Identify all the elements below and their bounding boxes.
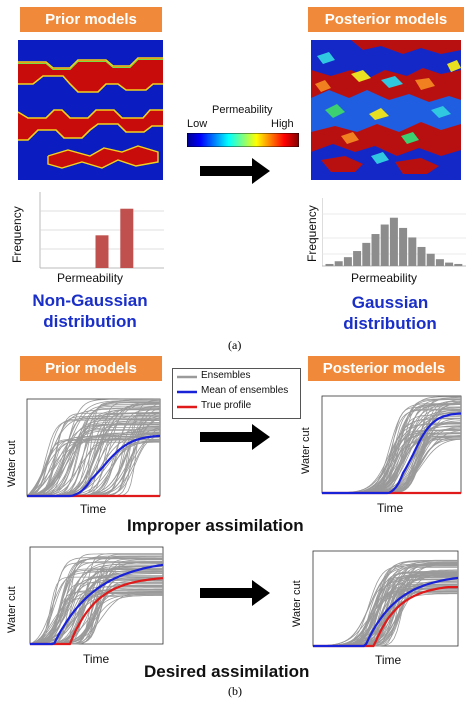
post-hist-bar	[334, 261, 343, 266]
prior-channel-1	[18, 40, 163, 68]
prior-models-banner-a: Prior models	[20, 7, 162, 32]
ensemble-curve	[27, 408, 160, 497]
plot3-xlabel: Time	[83, 652, 110, 666]
legend-label-true: True profile	[201, 400, 252, 411]
plot4-ylabel: Water cut	[291, 580, 303, 627]
post-hist-bar	[454, 263, 463, 266]
legend-label-mean: Mean of ensembles	[201, 385, 289, 396]
post-hist-bar	[435, 259, 444, 266]
prior-to-posterior-arrow-b1	[200, 424, 270, 450]
prior-histogram	[39, 192, 164, 269]
prior-to-posterior-arrow-a	[200, 158, 270, 184]
posterior-models-banner-b: Posterior models	[308, 356, 460, 381]
gaussian-label-line2: distribution	[343, 314, 437, 333]
ensemble-mean-curve	[313, 576, 459, 648]
ensemble-curve	[26, 398, 160, 497]
ensemble-curve	[27, 415, 160, 497]
posterior-desired-watercut-plot	[312, 550, 459, 648]
ensemble-curve	[29, 566, 163, 645]
prior-desired-watercut-plot	[29, 546, 164, 646]
ensemble-curve	[29, 562, 163, 645]
posterior-permeability-map	[311, 40, 461, 180]
legend-swatch-mean	[177, 390, 197, 394]
caption-a: (a)	[228, 338, 242, 352]
plot2-ylabel: Water cut	[300, 427, 312, 474]
ensemble-mean-curve	[30, 563, 164, 646]
ensemble-curve	[29, 556, 163, 645]
post-hist-bar	[408, 237, 417, 266]
ensemble-curve	[29, 573, 163, 645]
legend-swatch-ensembles	[177, 375, 197, 379]
legend-swatch-true	[177, 405, 197, 409]
ensemble-curve	[27, 441, 160, 497]
ensemble-curve	[26, 412, 160, 497]
prior-improper-watercut-plot	[26, 398, 161, 498]
post-hist-bar	[417, 246, 426, 266]
post-hist-bar	[426, 253, 435, 266]
prior-to-posterior-arrow-b2	[200, 580, 270, 606]
prior-hist-xlabel: Permeability	[57, 271, 124, 285]
plot1-ylabel: Water cut	[6, 440, 18, 487]
post-hist-bar	[353, 251, 362, 266]
post-hist-bar	[399, 227, 408, 266]
ensemble-curve	[26, 436, 161, 497]
post-hist-bar	[325, 263, 334, 266]
ensemble-curve	[26, 423, 160, 497]
ensemble-curve	[26, 399, 161, 497]
prior-channel-2	[18, 76, 163, 118]
prior-hist-bar	[95, 235, 109, 268]
post-hist-bar	[389, 217, 398, 266]
ensemble-curve	[26, 415, 160, 497]
colorbar-low-label: Low	[187, 118, 208, 130]
posterior-hist-ylabel: Frequency	[305, 205, 319, 262]
posterior-improper-watercut-plot	[321, 395, 462, 495]
plot2-xlabel: Time	[377, 501, 404, 515]
ensemble-curve	[27, 417, 160, 497]
posterior-hist-xlabel: Permeability	[351, 271, 418, 285]
post-hist-bar	[445, 262, 454, 266]
post-hist-bar	[343, 257, 352, 266]
prior-hist-bar	[120, 208, 134, 268]
ensemble-curve	[29, 592, 163, 645]
post-hist-bar	[380, 224, 389, 266]
caption-b: (b)	[228, 684, 242, 698]
post-hist-bar	[362, 242, 371, 266]
plot3-ylabel: Water cut	[6, 586, 18, 633]
ensemble-curve	[26, 432, 161, 497]
colorbar-title: Permeability	[212, 104, 273, 116]
prior-hist-ylabel: Frequency	[10, 206, 24, 263]
legend: Ensembles Mean of ensembles True profile	[172, 368, 301, 419]
prior-permeability-map	[18, 40, 163, 180]
prior-models-banner-b: Prior models	[20, 356, 162, 381]
plot4-xlabel: Time	[375, 653, 402, 667]
posterior-histogram	[322, 198, 466, 267]
ensemble-curve	[26, 420, 161, 497]
posterior-models-banner-a: Posterior models	[308, 7, 464, 32]
legend-label-ensembles: Ensembles	[201, 370, 251, 381]
non-gaussian-label-line2: distribution	[43, 312, 137, 331]
improper-assimilation-label: Improper assimilation	[127, 516, 304, 535]
gaussian-label-line1: Gaussian	[351, 293, 429, 312]
non-gaussian-label-line1: Non-Gaussian	[32, 291, 148, 310]
permeability-colorbar	[187, 133, 299, 147]
colorbar-high-label: High	[271, 118, 294, 130]
ensemble-curve	[26, 429, 160, 497]
ensemble-mean-curve	[322, 412, 462, 495]
ensemble-curve	[29, 558, 163, 645]
desired-assimilation-label: Desired assimilation	[144, 662, 310, 681]
plot1-xlabel: Time	[80, 502, 107, 516]
ensemble-curve	[29, 593, 163, 645]
post-hist-bar	[371, 234, 380, 266]
ensemble-mean-curve	[27, 434, 161, 498]
ensemble-curve	[26, 418, 160, 497]
